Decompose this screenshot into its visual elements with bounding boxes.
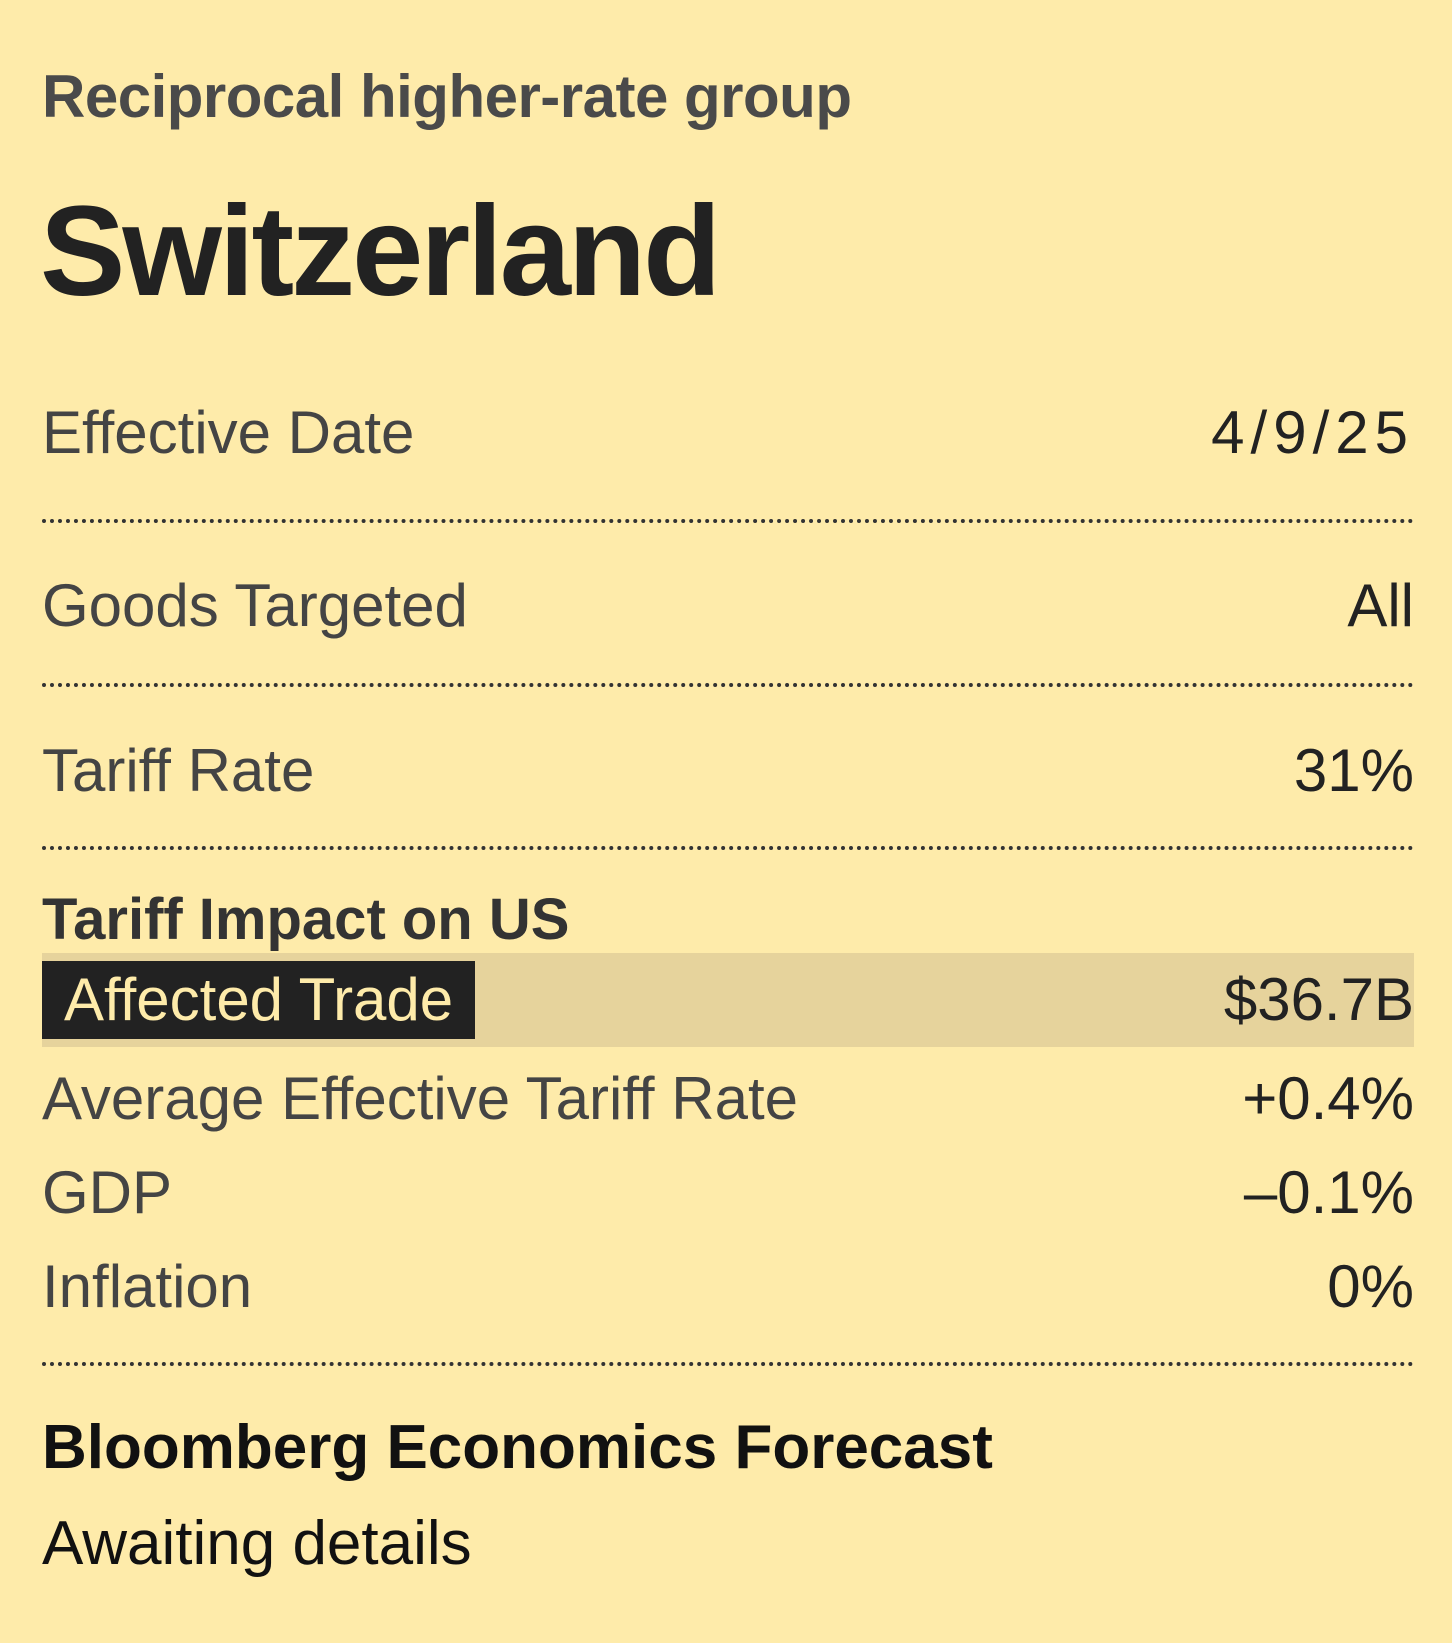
detail-value: 4/9/25 [1211, 398, 1414, 466]
impact-row-avg-tariff-rate: Average Effective Tariff Rate +0.4% [42, 1058, 1414, 1138]
detail-label: Goods Targeted [42, 571, 468, 639]
forecast-text: Awaiting details [42, 1509, 472, 1578]
impact-value: +0.4% [1242, 1064, 1414, 1132]
affected-trade-value: $36.7B [1223, 966, 1414, 1033]
detail-label: Tariff Rate [42, 736, 315, 804]
impact-row-inflation: Inflation 0% [42, 1246, 1414, 1326]
tariff-card: Reciprocal higher-rate group Switzerland… [40, 0, 1414, 1643]
impact-row-affected-trade: Affected Trade $36.7B [42, 953, 1414, 1047]
divider [42, 1362, 1414, 1366]
impact-value: 0% [1327, 1252, 1414, 1320]
impact-value: –0.1% [1243, 1158, 1414, 1226]
impact-label: GDP [42, 1158, 173, 1226]
group-label: Reciprocal higher-rate group [42, 63, 852, 130]
divider [42, 683, 1414, 687]
forecast-heading: Bloomberg Economics Forecast [42, 1413, 993, 1482]
detail-row-tariff-rate: Tariff Rate 31% [42, 730, 1414, 810]
impact-label: Average Effective Tariff Rate [42, 1064, 799, 1132]
detail-value: 31% [1293, 736, 1414, 804]
detail-label: Effective Date [42, 398, 415, 466]
impact-label: Inflation [42, 1252, 253, 1320]
detail-row-effective-date: Effective Date 4/9/25 [42, 392, 1414, 472]
impact-heading: Tariff Impact on US [42, 887, 570, 952]
divider [42, 519, 1414, 523]
divider [42, 846, 1414, 850]
affected-trade-badge: Affected Trade [42, 961, 476, 1039]
impact-row-gdp: GDP –0.1% [42, 1152, 1414, 1232]
detail-row-goods-targeted: Goods Targeted All [42, 565, 1414, 645]
detail-value: All [1347, 571, 1414, 639]
country-title: Switzerland [40, 180, 721, 323]
